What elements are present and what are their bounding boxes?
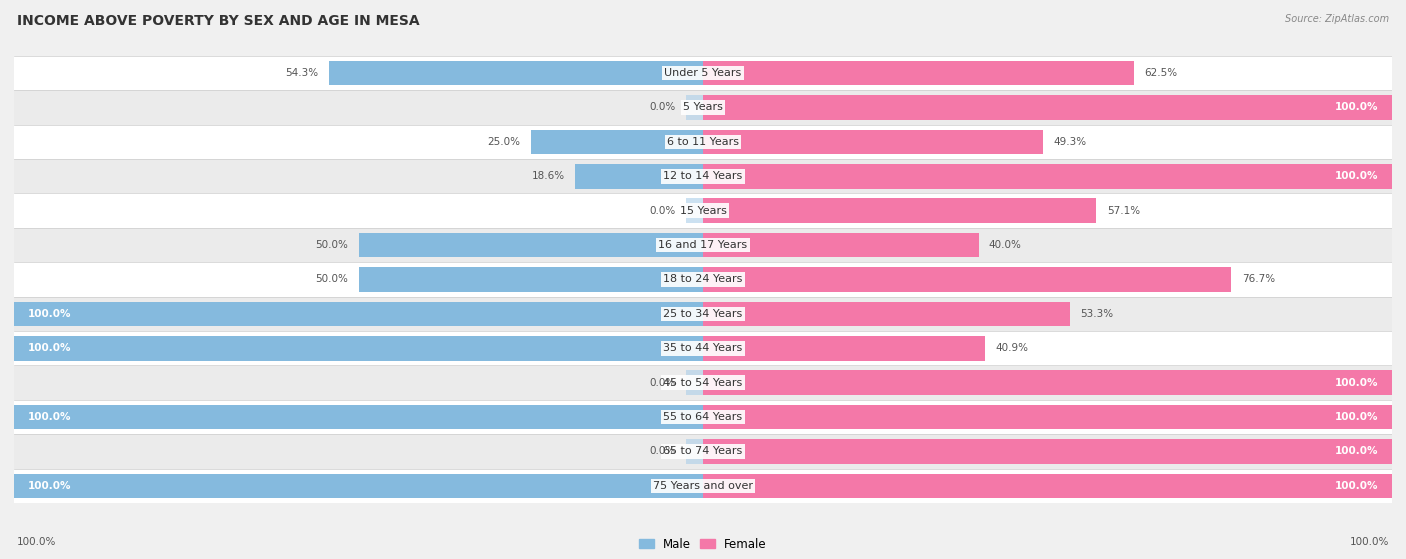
Bar	[14, 400, 1392, 434]
Bar	[703, 439, 1392, 464]
Text: 55 to 64 Years: 55 to 64 Years	[664, 412, 742, 422]
Text: 5 Years: 5 Years	[683, 102, 723, 112]
Text: 35 to 44 Years: 35 to 44 Years	[664, 343, 742, 353]
Bar	[14, 91, 1392, 125]
Text: 76.7%: 76.7%	[1241, 274, 1275, 285]
Bar	[14, 159, 1392, 193]
Text: 54.3%: 54.3%	[285, 68, 319, 78]
Text: 25.0%: 25.0%	[488, 137, 520, 147]
Bar	[14, 366, 1392, 400]
Bar	[14, 301, 703, 326]
Bar	[359, 267, 703, 292]
Text: 0.0%: 0.0%	[650, 378, 675, 388]
Bar	[14, 125, 1392, 159]
Text: 100.0%: 100.0%	[28, 343, 72, 353]
Text: 16 and 17 Years: 16 and 17 Years	[658, 240, 748, 250]
Bar	[14, 473, 703, 498]
Text: 40.9%: 40.9%	[995, 343, 1028, 353]
Bar	[359, 233, 703, 258]
Text: 100.0%: 100.0%	[1334, 481, 1378, 491]
Text: 100.0%: 100.0%	[28, 412, 72, 422]
Text: 40.0%: 40.0%	[988, 240, 1022, 250]
Text: 57.1%: 57.1%	[1107, 206, 1140, 216]
Text: 50.0%: 50.0%	[315, 274, 349, 285]
Bar	[686, 198, 703, 223]
Bar	[703, 233, 979, 258]
Bar	[703, 130, 1043, 154]
Bar	[14, 228, 1392, 262]
Text: 75 Years and over: 75 Years and over	[652, 481, 754, 491]
Text: 100.0%: 100.0%	[1334, 102, 1378, 112]
Bar	[686, 439, 703, 464]
Text: 100.0%: 100.0%	[28, 481, 72, 491]
Text: 6 to 11 Years: 6 to 11 Years	[666, 137, 740, 147]
Bar	[531, 130, 703, 154]
Bar	[703, 267, 1232, 292]
Text: 100.0%: 100.0%	[1350, 537, 1389, 547]
Text: 50.0%: 50.0%	[315, 240, 349, 250]
Bar	[703, 473, 1392, 498]
Legend: Male, Female: Male, Female	[634, 533, 772, 555]
Text: 15 Years: 15 Years	[679, 206, 727, 216]
Text: 25 to 34 Years: 25 to 34 Years	[664, 309, 742, 319]
Text: 0.0%: 0.0%	[650, 102, 675, 112]
Bar	[703, 336, 984, 361]
Text: 18 to 24 Years: 18 to 24 Years	[664, 274, 742, 285]
Bar	[14, 193, 1392, 228]
Bar	[686, 370, 703, 395]
Bar	[703, 95, 1392, 120]
Bar	[575, 164, 703, 189]
Bar	[329, 61, 703, 86]
Text: 100.0%: 100.0%	[1334, 447, 1378, 457]
Bar	[14, 434, 1392, 468]
Bar	[703, 164, 1392, 189]
Text: 0.0%: 0.0%	[650, 447, 675, 457]
Bar	[686, 95, 703, 120]
Text: INCOME ABOVE POVERTY BY SEX AND AGE IN MESA: INCOME ABOVE POVERTY BY SEX AND AGE IN M…	[17, 14, 419, 28]
Text: 12 to 14 Years: 12 to 14 Years	[664, 171, 742, 181]
Text: 65 to 74 Years: 65 to 74 Years	[664, 447, 742, 457]
Text: 100.0%: 100.0%	[1334, 378, 1378, 388]
Bar	[14, 336, 703, 361]
Text: 18.6%: 18.6%	[531, 171, 565, 181]
Text: 49.3%: 49.3%	[1053, 137, 1085, 147]
Bar	[14, 468, 1392, 503]
Text: 100.0%: 100.0%	[1334, 412, 1378, 422]
Text: 100.0%: 100.0%	[17, 537, 56, 547]
Bar	[14, 405, 703, 429]
Text: Source: ZipAtlas.com: Source: ZipAtlas.com	[1285, 14, 1389, 24]
Text: 45 to 54 Years: 45 to 54 Years	[664, 378, 742, 388]
Text: 0.0%: 0.0%	[650, 206, 675, 216]
Bar	[703, 405, 1392, 429]
Bar	[14, 56, 1392, 91]
Text: Under 5 Years: Under 5 Years	[665, 68, 741, 78]
Bar	[703, 301, 1070, 326]
Text: 100.0%: 100.0%	[28, 309, 72, 319]
Text: 62.5%: 62.5%	[1144, 68, 1177, 78]
Text: 100.0%: 100.0%	[1334, 171, 1378, 181]
Bar	[703, 370, 1392, 395]
Bar	[14, 297, 1392, 331]
Bar	[14, 262, 1392, 297]
Bar	[703, 198, 1097, 223]
Bar	[703, 61, 1133, 86]
Text: 53.3%: 53.3%	[1081, 309, 1114, 319]
Bar	[14, 331, 1392, 366]
